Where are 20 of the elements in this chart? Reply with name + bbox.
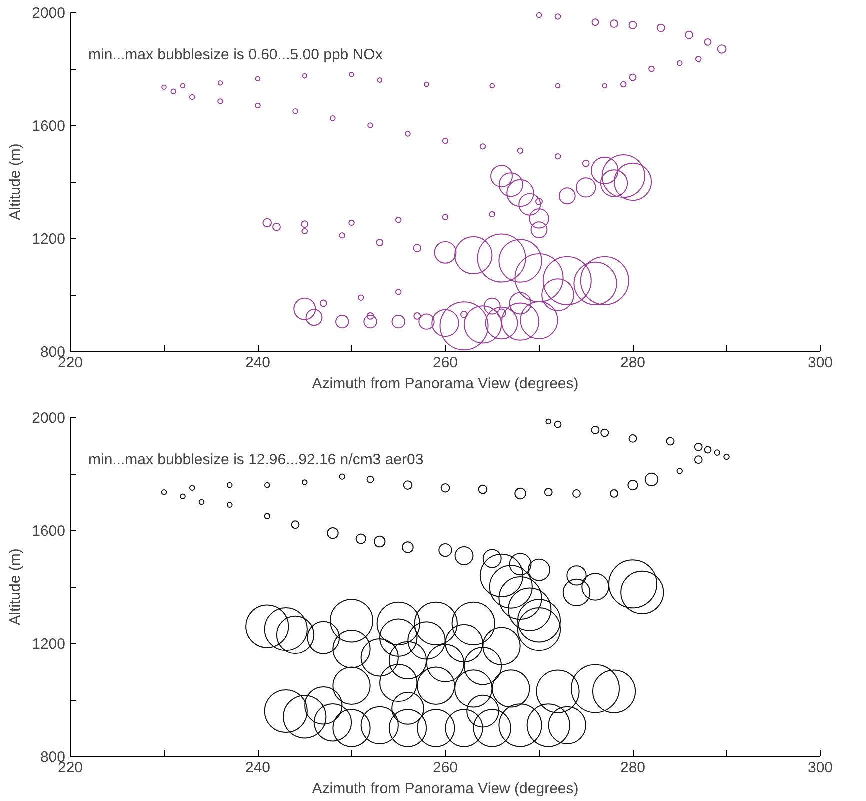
y-axis-title: Altitude (m) — [7, 548, 24, 626]
y-tick-label: 1600 — [32, 118, 66, 135]
x-tick-label: 280 — [620, 354, 646, 372]
y-tick-label: 1600 — [32, 523, 66, 540]
annotation: min...max bubblesize is 0.60...5.00 ppb NOx — [88, 46, 384, 64]
x-tick-label: 240 — [245, 760, 271, 776]
y-tick-label: 2000 — [32, 410, 66, 427]
annotation: min...max bubblesize is 12.96...92.16 n/cm3 aer03 — [88, 452, 424, 468]
x-tick-label: 260 — [432, 354, 458, 372]
x-axis-title: Azimuth from Panorama View (degrees) — [312, 780, 579, 798]
x-tick-label: 300 — [808, 354, 834, 372]
x-tick-label: 300 — [808, 760, 834, 776]
x-tick-label: 240 — [245, 354, 271, 372]
y-tick-label: 1200 — [32, 636, 66, 653]
y-axis-title: Altitude (m) — [7, 144, 24, 220]
x-tick-label: 280 — [620, 760, 646, 776]
y-tick-label: 2000 — [32, 5, 66, 22]
y-tick-label: 1200 — [32, 231, 66, 248]
x-tick-label: 260 — [432, 760, 458, 776]
x-axis-title: Azimuth from Panorama View (degrees) — [312, 376, 579, 392]
